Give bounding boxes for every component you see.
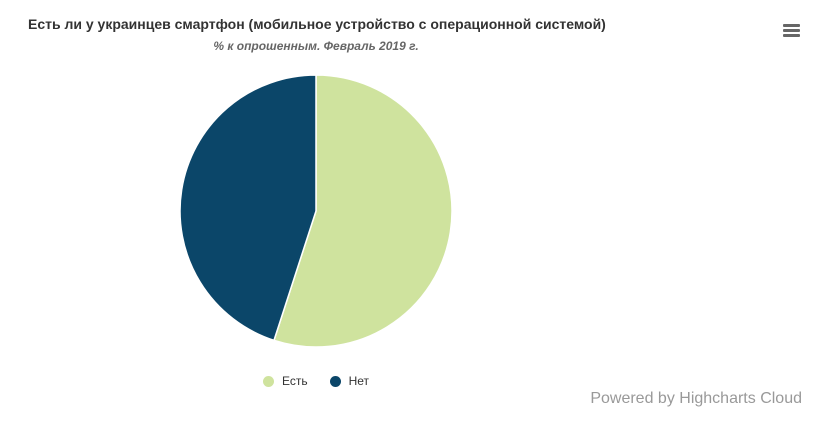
credits-link[interactable]: Powered by Highcharts Cloud bbox=[590, 390, 802, 407]
chart-title: Есть ли у украинцев смартфон (мобильное … bbox=[28, 16, 606, 32]
pie-slices bbox=[179, 74, 453, 348]
chart-legend: Есть Нет bbox=[0, 374, 632, 388]
legend-swatch-icon bbox=[329, 375, 341, 387]
legend-swatch-icon bbox=[262, 375, 274, 387]
context-menu-button[interactable] bbox=[778, 20, 806, 42]
hamburger-menu-icon bbox=[783, 24, 800, 27]
chart-subtitle: % к опрошенным. Февраль 2019 г. bbox=[213, 39, 419, 53]
legend-label: Нет bbox=[348, 374, 370, 388]
legend-label: Есть bbox=[281, 374, 308, 388]
legend-item-1[interactable]: Нет bbox=[329, 374, 370, 388]
pie-slice-1[interactable] bbox=[179, 74, 317, 342]
pie-slice-0[interactable] bbox=[273, 74, 453, 348]
pie-chart bbox=[179, 74, 453, 348]
legend-item-0[interactable]: Есть bbox=[262, 374, 308, 388]
